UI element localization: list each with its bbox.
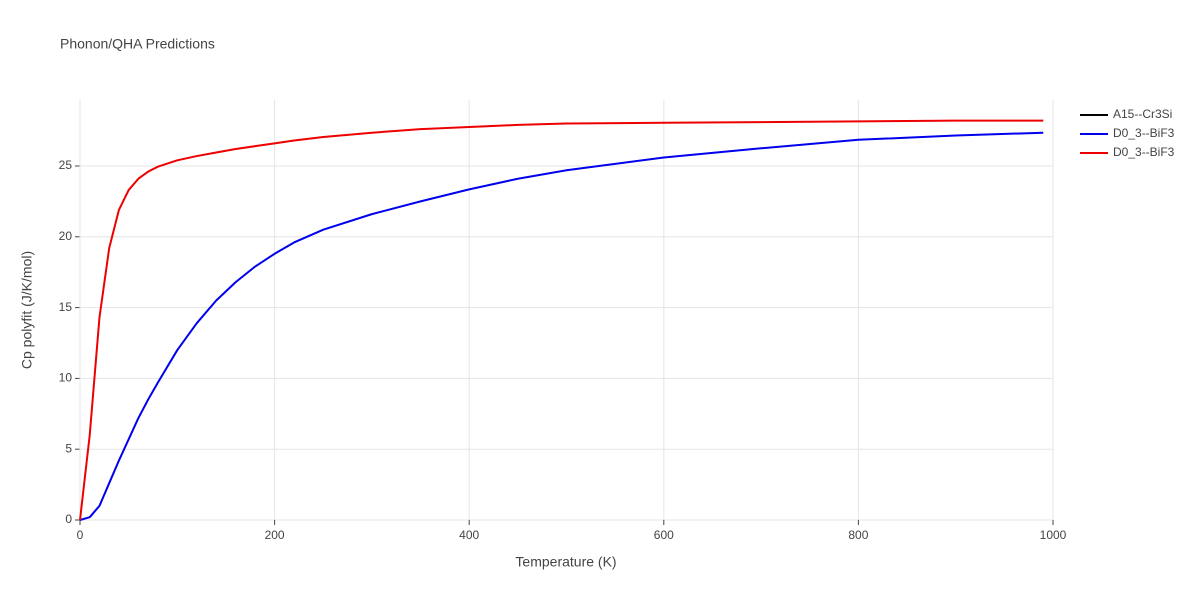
x-tick-label: 800	[848, 528, 868, 542]
series-line	[79, 119, 1044, 521]
y-tick-label: 10	[59, 371, 73, 385]
y-axis-title: Cp polyfit (J/K/mol)	[19, 251, 35, 369]
y-tick-label: 5	[65, 441, 72, 455]
x-axis-title: Temperature (K)	[515, 554, 616, 570]
x-tick-label: 200	[265, 528, 285, 542]
legend-label: D0_3--BiF3	[1113, 145, 1175, 159]
y-tick-label: 20	[59, 229, 73, 243]
y-tick-label: 0	[65, 512, 72, 526]
x-tick-label: 0	[77, 528, 84, 542]
y-tick-label: 25	[59, 158, 73, 172]
y-tick-label: 15	[59, 300, 73, 314]
x-tick-label: 400	[459, 528, 479, 542]
legend-label: D0_3--BiF3	[1113, 126, 1175, 140]
legend-label: A15--Cr3Si	[1113, 107, 1172, 121]
x-tick-label: 600	[654, 528, 674, 542]
chart-title: Phonon/QHA Predictions	[60, 36, 215, 52]
series-line	[79, 131, 1044, 521]
x-tick-label: 1000	[1040, 528, 1067, 542]
